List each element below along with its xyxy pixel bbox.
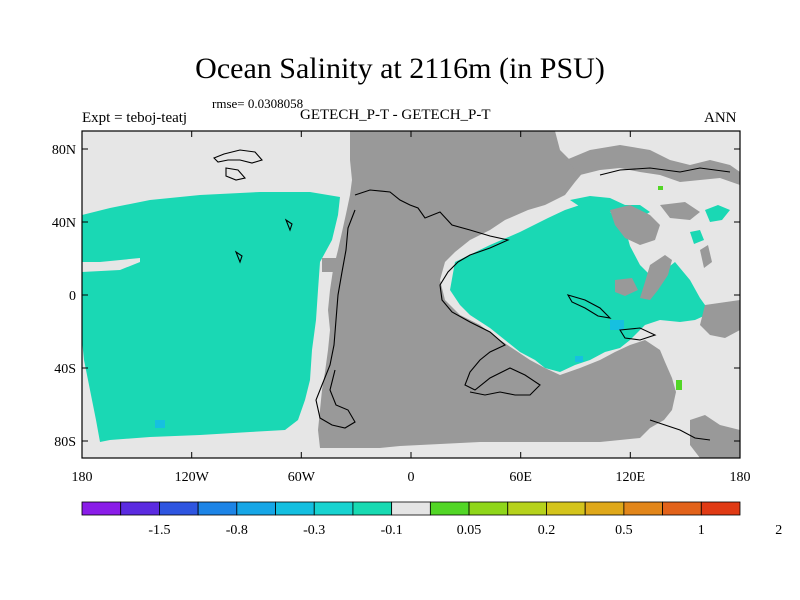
- experiment-label: Expt = teboj-teatj: [82, 110, 188, 126]
- colorbar-swatch: [197, 501, 238, 516]
- x-tick-label: 180: [72, 470, 93, 485]
- coastline-arctic: [599, 167, 731, 176]
- figure-title: Ocean Salinity at 2116m (in PSU): [195, 52, 605, 85]
- colorbar-swatch: [120, 501, 160, 516]
- colorbar-swatch: [391, 501, 431, 516]
- positive-patch-2: [658, 186, 663, 190]
- negative-patch-3: [155, 420, 165, 428]
- near-zero-south: [676, 372, 740, 420]
- y-ticks: [82, 148, 740, 442]
- coastline-east: [649, 419, 711, 441]
- positive-patch-1: [676, 380, 682, 390]
- y-tick-label: 80N: [52, 143, 76, 158]
- colorbar-label: -0.8: [226, 523, 248, 538]
- y-tick-label: 40N: [52, 216, 76, 231]
- y-tick-label: 0: [69, 289, 76, 304]
- colorbar-label: -0.1: [381, 523, 403, 538]
- x-tick-label: 0: [408, 470, 415, 485]
- colorbar-swatch: [468, 501, 509, 516]
- colorbar-label: 0.2: [538, 523, 556, 538]
- x-tick-label: 60E: [509, 470, 532, 485]
- ocean-anomaly-arctic: [570, 196, 730, 244]
- land-mass: [318, 131, 676, 448]
- x-tick-label: 180: [730, 470, 751, 485]
- colorbar-label: -0.3: [303, 523, 325, 538]
- colorbar-swatch: [313, 501, 354, 516]
- negative-patch-1: [610, 320, 624, 330]
- colorbar-swatch: [352, 501, 393, 516]
- colorbar-label: 2: [775, 523, 782, 538]
- comparison-subtitle: GETECH_P-T - GETECH_P-T: [300, 107, 491, 123]
- coastline-west: [315, 209, 356, 429]
- colorbar-swatch: [623, 501, 663, 516]
- ocean-anomaly-east: [450, 205, 706, 372]
- map-panel: 180 120W 60W 0 60E 120E 180 80N 40N 0 40…: [52, 130, 751, 485]
- colorbar-swatch: [275, 501, 315, 516]
- x-tick-label: 120E: [616, 470, 646, 485]
- coastline-north: [213, 149, 263, 164]
- rmse-label: rmse= 0.0308058: [212, 96, 304, 111]
- colorbar-swatch: [507, 501, 547, 516]
- colorbar-swatch: [584, 501, 625, 516]
- coastline-small-1: [234, 250, 243, 264]
- coastline-north-2: [225, 167, 247, 181]
- y-tick-label: 80S: [54, 435, 76, 450]
- season-label: ANN: [704, 110, 737, 126]
- ocean-anomaly-west: [82, 192, 340, 442]
- x-tick-label: 120W: [175, 470, 210, 485]
- colorbar: -1.5 -0.8 -0.3 -0.1 0.05 0.2 0.5 1 2: [81, 501, 782, 538]
- x-ticks: [81, 131, 741, 458]
- colorbar-swatch: [700, 501, 741, 516]
- coastline-island-1: [566, 294, 612, 319]
- colorbar-swatch: [546, 501, 586, 516]
- colorbar-label: 1: [698, 523, 705, 538]
- coastline-small-2: [284, 218, 293, 232]
- colorbar-label: 0.5: [615, 523, 633, 538]
- colorbar-swatch: [236, 501, 276, 516]
- colorbar-swatch: [159, 501, 199, 516]
- colorbar-label: 0.05: [457, 523, 482, 538]
- x-tick-label: 60W: [288, 470, 316, 485]
- colorbar-swatch: [81, 501, 122, 516]
- coastline-island-2: [619, 327, 657, 341]
- land-east-right: [700, 300, 740, 338]
- negative-patch-2: [575, 356, 583, 362]
- colorbar-swatch: [429, 501, 470, 516]
- colorbar-swatch: [662, 501, 702, 516]
- colorbar-label: -1.5: [148, 523, 170, 538]
- coastlines: [213, 149, 731, 441]
- y-tick-label: 40S: [54, 362, 76, 377]
- coastline-continent: [354, 189, 541, 396]
- land-north-islands: [566, 145, 740, 458]
